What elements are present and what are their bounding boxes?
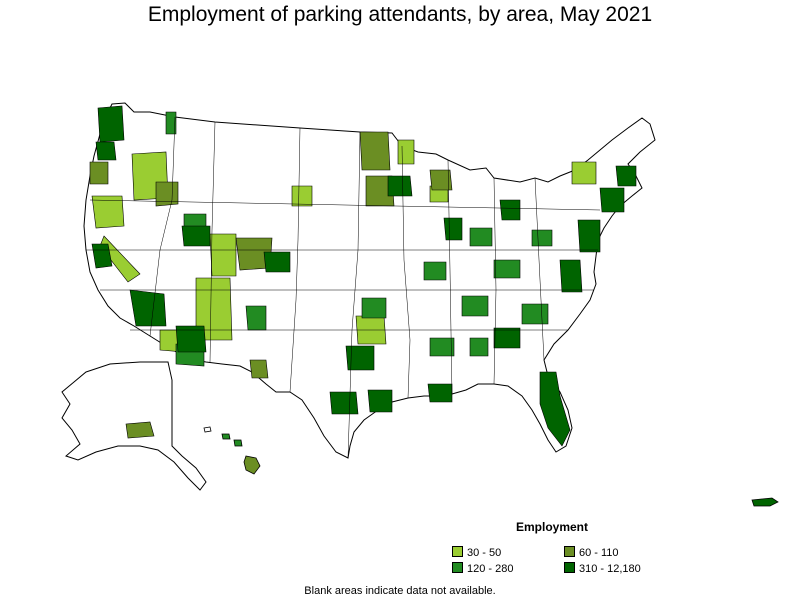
legend-swatch-310-12180 bbox=[564, 562, 575, 573]
legend-item-310-12180: 310 - 12,180 bbox=[564, 562, 641, 575]
legend-item-120-280: 120 - 280 bbox=[452, 562, 513, 575]
legend: Employment 30 - 50 60 - 110 120 - 280 31… bbox=[452, 520, 642, 575]
legend-label-310-12180: 310 - 12,180 bbox=[579, 563, 641, 575]
areas-120-280 bbox=[165, 111, 553, 367]
legend-label-120-280: 120 - 280 bbox=[467, 563, 514, 575]
areas-310-12180 bbox=[91, 105, 637, 447]
legend-title: Employment bbox=[516, 520, 589, 534]
legend-label-60-110: 60 - 110 bbox=[579, 547, 619, 559]
puerto-rico bbox=[751, 497, 779, 507]
legend-swatch-60-110 bbox=[564, 546, 575, 557]
hawaii-islands bbox=[203, 426, 261, 475]
legend-swatch-30-50 bbox=[452, 546, 463, 557]
area-boundaries bbox=[86, 116, 601, 459]
map-title: Employment of parking attendants, by are… bbox=[147, 3, 653, 26]
blank-areas-note: Blank areas indicate data not available. bbox=[304, 585, 496, 597]
legend-swatch-120-280 bbox=[452, 562, 463, 573]
areas-60-110 bbox=[89, 131, 453, 439]
legend-label-30-50: 30 - 50 bbox=[467, 547, 502, 559]
legend-item-60-110: 60 - 110 bbox=[564, 546, 619, 559]
legend-item-30-50: 30 - 50 bbox=[452, 546, 501, 559]
